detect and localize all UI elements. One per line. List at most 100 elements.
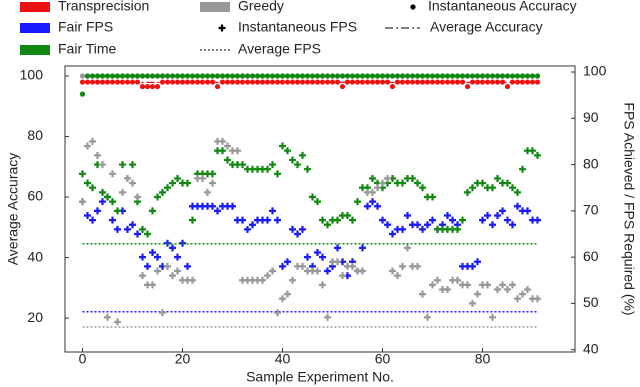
- accuracy-marker: [504, 83, 511, 90]
- fps-marker: [189, 216, 196, 224]
- accuracy-marker: [499, 73, 506, 79]
- fps-marker: [284, 258, 291, 266]
- fps-marker: [349, 262, 356, 270]
- fps-marker: [159, 188, 166, 196]
- fps-marker: [324, 221, 331, 229]
- accuracy-marker: [349, 79, 356, 85]
- y2-axis-title: FPS Achieved / FPS Required (%): [621, 102, 637, 315]
- fps-marker: [384, 174, 391, 182]
- fps-marker: [294, 230, 301, 238]
- accuracy-marker: [314, 73, 321, 79]
- fps-marker: [264, 216, 271, 224]
- fps-marker: [454, 225, 461, 233]
- fps-marker: [279, 142, 286, 150]
- accuracy-marker: [244, 79, 251, 85]
- y-tick-label: 80: [27, 127, 43, 143]
- accuracy-marker: [524, 79, 531, 85]
- accuracy-marker: [169, 79, 176, 85]
- accuracy-marker: [319, 73, 326, 79]
- fps-marker: [429, 193, 436, 201]
- fps-marker: [474, 258, 481, 266]
- accuracy-marker: [369, 79, 376, 85]
- accuracy-marker: [484, 79, 491, 85]
- accuracy-marker: [184, 73, 191, 79]
- accuracy-marker: [354, 79, 361, 85]
- accuracy-marker: [479, 79, 486, 85]
- accuracy-marker: [454, 73, 461, 79]
- fps-marker: [419, 184, 426, 192]
- fps-marker: [279, 262, 286, 270]
- fps-marker: [414, 179, 421, 187]
- legend-dot: [410, 4, 416, 10]
- fps-marker: [459, 216, 466, 224]
- fps-marker: [399, 179, 406, 187]
- fps-marker: [274, 216, 281, 224]
- accuracy-marker: [529, 79, 536, 85]
- accuracy-marker: [489, 73, 496, 79]
- accuracy-marker: [489, 79, 496, 85]
- fps-marker: [464, 281, 471, 289]
- fps-marker: [144, 230, 151, 238]
- fps-marker: [109, 216, 116, 224]
- accuracy-marker: [344, 79, 351, 85]
- fps-marker: [219, 137, 226, 145]
- accuracy-marker: [399, 73, 406, 79]
- fps-marker: [299, 225, 306, 233]
- y-axis-title: Average Accuracy: [5, 153, 21, 266]
- fps-marker: [209, 202, 216, 210]
- fps-marker: [269, 161, 276, 169]
- fps-marker: [409, 174, 416, 182]
- fps-marker: [114, 225, 121, 233]
- fps-marker: [469, 262, 476, 270]
- fps-marker: [299, 262, 306, 270]
- accuracy-marker: [254, 73, 261, 79]
- fps-marker: [154, 193, 161, 201]
- legend-swatch: [20, 45, 50, 55]
- accuracy-marker: [299, 73, 306, 79]
- accuracy-marker: [494, 73, 501, 79]
- accuracy-marker: [139, 83, 146, 90]
- y2-tick-label: 60: [583, 248, 599, 264]
- accuracy-marker: [164, 79, 171, 85]
- fps-marker: [414, 221, 421, 229]
- fps-marker: [234, 147, 241, 155]
- accuracy-marker: [94, 73, 101, 79]
- accuracy-marker: [359, 73, 366, 79]
- accuracy-marker: [134, 73, 141, 79]
- accuracy-marker: [354, 73, 361, 79]
- accuracy-marker: [194, 79, 201, 85]
- accuracy-marker: [429, 73, 436, 79]
- fps-marker: [184, 262, 191, 270]
- fps-marker: [159, 309, 166, 317]
- fps-marker: [444, 211, 451, 219]
- accuracy-marker: [519, 79, 526, 85]
- accuracy-marker: [199, 73, 206, 79]
- legend-label: Instantaneous Accuracy: [428, 0, 577, 14]
- fps-marker: [339, 272, 346, 280]
- fps-marker: [284, 290, 291, 298]
- accuracy-marker: [109, 79, 116, 85]
- fps-marker: [489, 221, 496, 229]
- accuracy-marker: [474, 73, 481, 79]
- fps-marker: [369, 198, 376, 206]
- fps-marker: [449, 216, 456, 224]
- accuracy-marker: [484, 73, 491, 79]
- fps-marker: [199, 174, 206, 182]
- accuracy-marker: [334, 79, 341, 85]
- legend-swatch: [200, 2, 230, 12]
- fps-marker: [504, 179, 511, 187]
- accuracy-marker: [344, 73, 351, 79]
- fps-marker: [399, 225, 406, 233]
- fps-marker: [249, 221, 256, 229]
- fps-marker: [129, 179, 136, 187]
- accuracy-marker: [334, 73, 341, 79]
- accuracy-marker: [444, 79, 451, 85]
- fps-marker: [279, 295, 286, 303]
- accuracy-marker: [524, 73, 531, 79]
- accuracy-marker: [404, 73, 411, 79]
- accuracy-marker: [379, 79, 386, 85]
- fps-marker: [289, 276, 296, 284]
- accuracy-marker: [414, 79, 421, 85]
- fps-marker: [204, 188, 211, 196]
- accuracy-marker: [129, 79, 136, 85]
